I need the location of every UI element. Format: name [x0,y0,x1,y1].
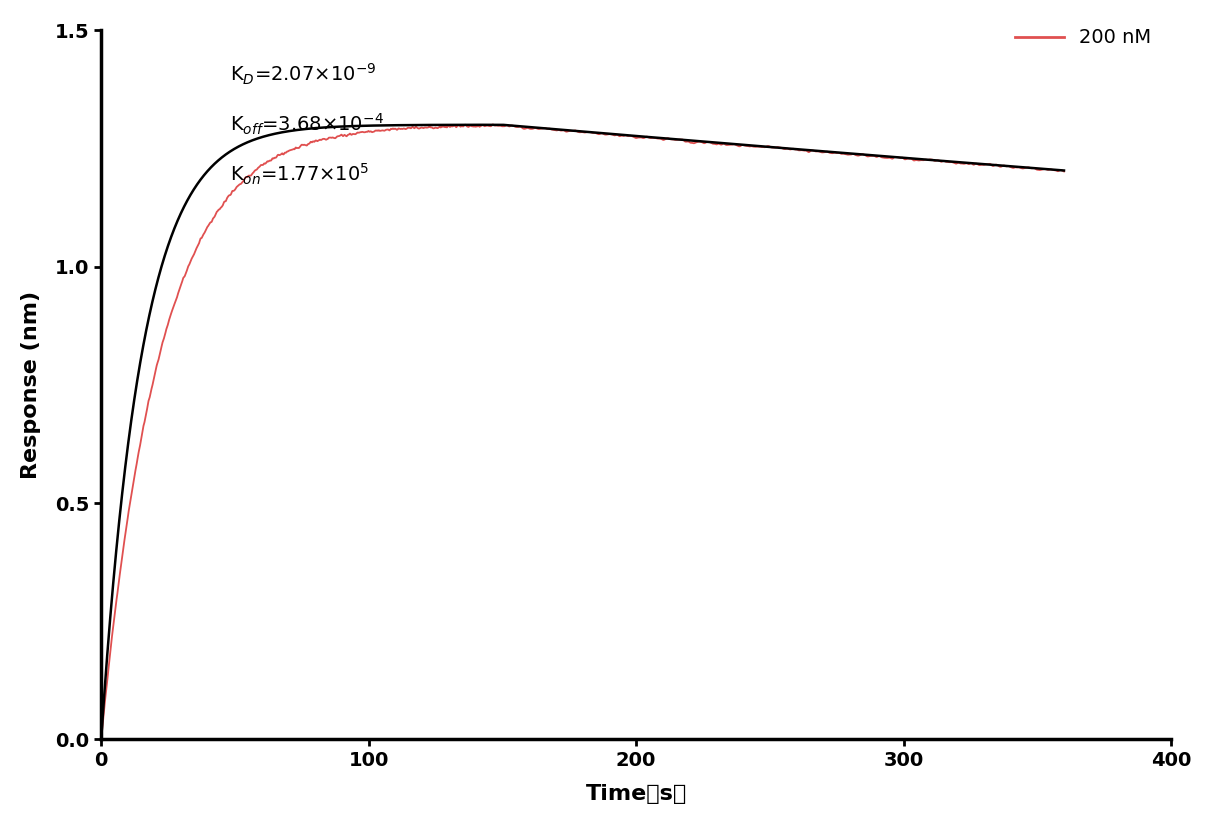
Text: K$_{on}$=1.77×10$^{5}$: K$_{on}$=1.77×10$^{5}$ [229,162,368,186]
Legend: 200 nM: 200 nM [1006,19,1161,57]
Y-axis label: Response (nm): Response (nm) [21,290,41,478]
Text: K$_{off}$=3.68×10$^{-4}$: K$_{off}$=3.68×10$^{-4}$ [229,111,383,137]
200 nM [486,120,501,130]
200 nM [255,160,269,170]
200 nM [474,121,488,131]
Line: 200 nM: 200 nM [101,125,1064,739]
200 nM [93,734,108,744]
200 nM [155,340,170,350]
X-axis label: Time（s）: Time（s） [585,785,687,804]
200 nM [685,138,699,148]
200 nM [423,122,438,132]
200 nM [1057,167,1071,177]
200 nM [591,130,606,139]
Text: K$_D$=2.07×10$^{-9}$: K$_D$=2.07×10$^{-9}$ [229,62,376,87]
